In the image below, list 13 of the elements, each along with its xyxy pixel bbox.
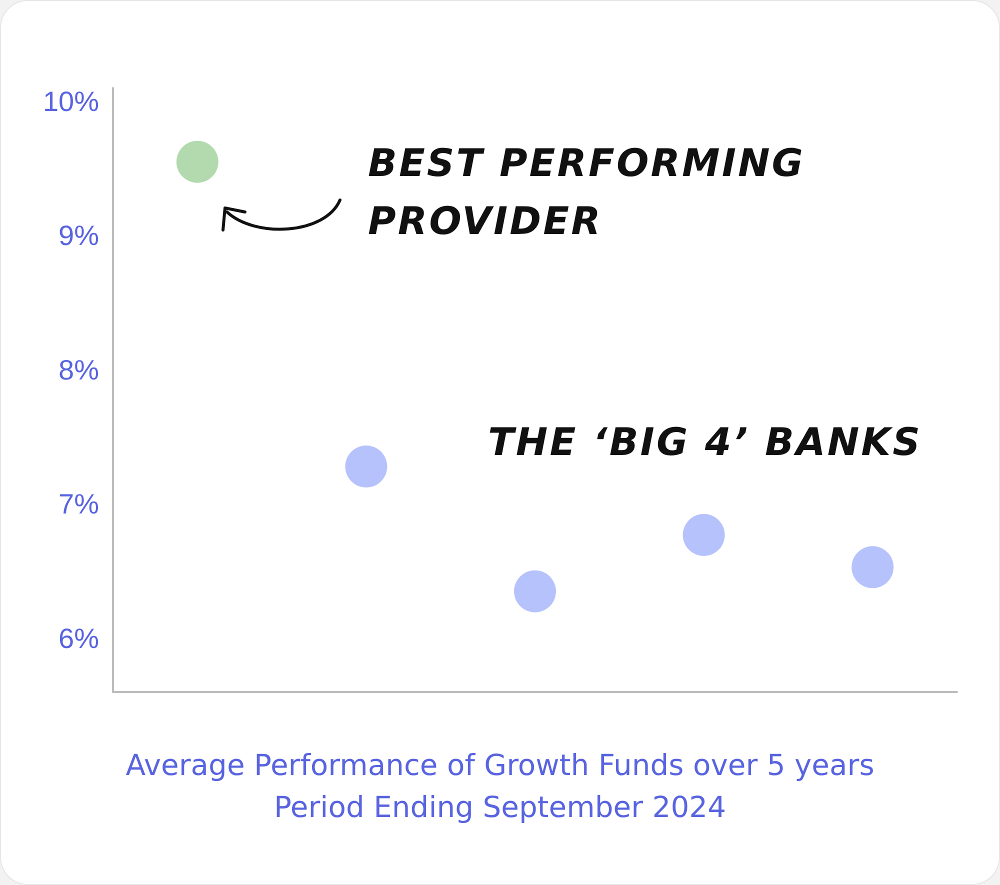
text: Average Performance of Growth Funds over 5 years Period Ending September 2024	[126, 748, 874, 824]
point	[852, 546, 894, 588]
annotation: BEST PERFORMING PROVIDER	[368, 140, 805, 245]
y-tick-label: 9%	[58, 220, 99, 252]
point	[682, 514, 725, 556]
y-tick-label: 6%	[58, 622, 99, 654]
point	[176, 140, 218, 183]
y-tick-label: 8%	[58, 354, 99, 386]
annotation: THE ‘BIG 4’ BANKS	[488, 419, 922, 466]
y-tick-label: 10%	[42, 86, 99, 117]
y-tick-label: 7%	[58, 488, 99, 520]
point	[514, 570, 556, 612]
point	[345, 446, 388, 488]
